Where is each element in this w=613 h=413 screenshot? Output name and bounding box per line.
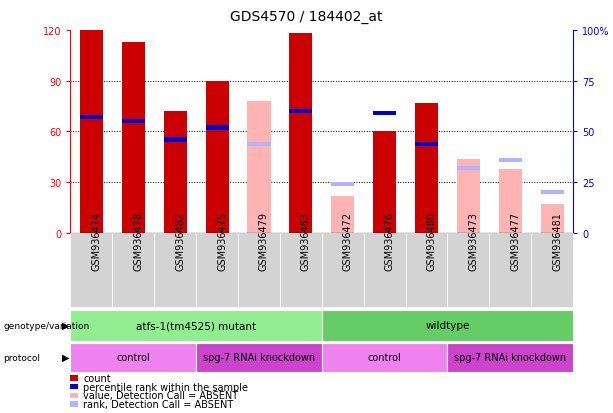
Text: ▶: ▶: [63, 320, 70, 330]
Bar: [205, 126, 229, 130]
Text: spg-7 RNAi knockdown: spg-7 RNAi knockdown: [203, 352, 315, 362]
Bar: [373, 132, 396, 233]
Bar: [499, 169, 522, 233]
Bar: [457, 166, 480, 171]
Bar: [164, 112, 187, 233]
Bar: [541, 191, 564, 195]
Text: GSM936482: GSM936482: [175, 211, 185, 271]
Bar: [80, 116, 103, 120]
Text: control: control: [116, 352, 150, 362]
Bar: [289, 110, 313, 114]
Text: spg-7 RNAi knockdown: spg-7 RNAi knockdown: [454, 352, 566, 362]
Text: GSM936477: GSM936477: [511, 211, 520, 271]
Bar: [373, 112, 396, 116]
Text: GDS4570 / 184402_at: GDS4570 / 184402_at: [230, 10, 383, 24]
Bar: [331, 183, 354, 187]
Bar: [499, 158, 522, 163]
Text: GSM936475: GSM936475: [217, 211, 227, 271]
Text: GSM936483: GSM936483: [301, 212, 311, 271]
Bar: [248, 102, 270, 233]
Text: protocol: protocol: [3, 353, 40, 362]
Text: GSM936476: GSM936476: [385, 211, 395, 271]
Text: count: count: [83, 373, 111, 383]
Text: percentile rank within the sample: percentile rank within the sample: [83, 382, 248, 392]
Bar: [122, 43, 145, 233]
Text: GSM936474: GSM936474: [91, 211, 101, 271]
Text: value, Detection Call = ABSENT: value, Detection Call = ABSENT: [83, 390, 238, 400]
Bar: [80, 31, 103, 233]
Bar: [415, 142, 438, 147]
Text: GSM936478: GSM936478: [134, 211, 143, 271]
Bar: [457, 159, 480, 233]
Bar: [205, 81, 229, 233]
Text: GSM936472: GSM936472: [343, 211, 352, 271]
Bar: [248, 142, 270, 147]
Text: wildtype: wildtype: [425, 320, 470, 330]
Text: GSM936481: GSM936481: [552, 212, 562, 271]
Text: GSM936473: GSM936473: [468, 211, 478, 271]
Text: control: control: [368, 352, 402, 362]
Text: GSM936480: GSM936480: [427, 212, 436, 271]
Text: ▶: ▶: [63, 352, 70, 362]
Bar: [122, 120, 145, 124]
Bar: [415, 104, 438, 233]
Bar: [331, 196, 354, 233]
Bar: [541, 205, 564, 233]
Text: rank, Detection Call = ABSENT: rank, Detection Call = ABSENT: [83, 399, 234, 409]
Text: genotype/variation: genotype/variation: [3, 321, 89, 330]
Text: atfs-1(tm4525) mutant: atfs-1(tm4525) mutant: [136, 320, 256, 330]
Bar: [164, 138, 187, 142]
Text: GSM936479: GSM936479: [259, 211, 269, 271]
Bar: [289, 34, 313, 233]
